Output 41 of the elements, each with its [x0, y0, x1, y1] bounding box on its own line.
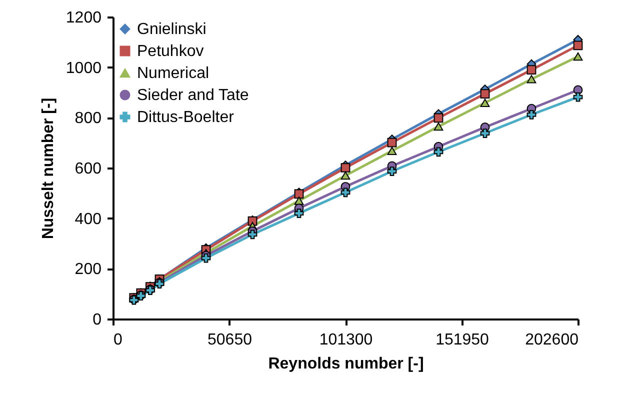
point [340, 163, 350, 172]
point [526, 110, 536, 120]
y-tick-label: 800 [74, 110, 102, 128]
point [340, 188, 350, 198]
point [480, 98, 490, 107]
point [573, 40, 583, 50]
x-tick-label: 101300 [319, 332, 373, 348]
point [248, 230, 258, 240]
y-tick-label: 400 [74, 210, 102, 228]
legend-label: Petuhkov [137, 43, 204, 60]
point [526, 75, 536, 84]
x-tick-label: 0 [114, 332, 122, 348]
y-tick-label: 200 [74, 261, 102, 278]
point [294, 196, 304, 205]
point [434, 122, 444, 131]
x-tick-label: 151950 [436, 332, 490, 348]
x-tick-label: 50650 [208, 332, 252, 348]
point [387, 146, 397, 156]
point [434, 147, 444, 157]
point [201, 253, 211, 263]
point [573, 52, 583, 61]
y-tick-label: 600 [74, 160, 102, 178]
point [340, 171, 350, 180]
y-axis-title: Nusselt number [-] [40, 98, 57, 240]
point [387, 166, 397, 176]
point [294, 208, 304, 218]
point [526, 65, 536, 75]
legend-label: Numerical [137, 65, 210, 82]
legend-label: Gnielinski [137, 21, 206, 38]
legend-label: Sieder and Tate [137, 87, 249, 104]
y-tick-label: 1000 [66, 60, 102, 77]
x-tick-label: 202600 [525, 332, 579, 348]
x-axis-title: Reynolds number [-] [268, 356, 424, 372]
point [573, 92, 583, 102]
point [480, 89, 490, 98]
point [434, 113, 444, 123]
y-tick-label: 0 [92, 312, 102, 328]
legend-label: Dittus-Boelter [137, 109, 235, 126]
point [387, 138, 397, 148]
point [480, 128, 490, 138]
y-tick-label: 1200 [66, 10, 102, 26]
